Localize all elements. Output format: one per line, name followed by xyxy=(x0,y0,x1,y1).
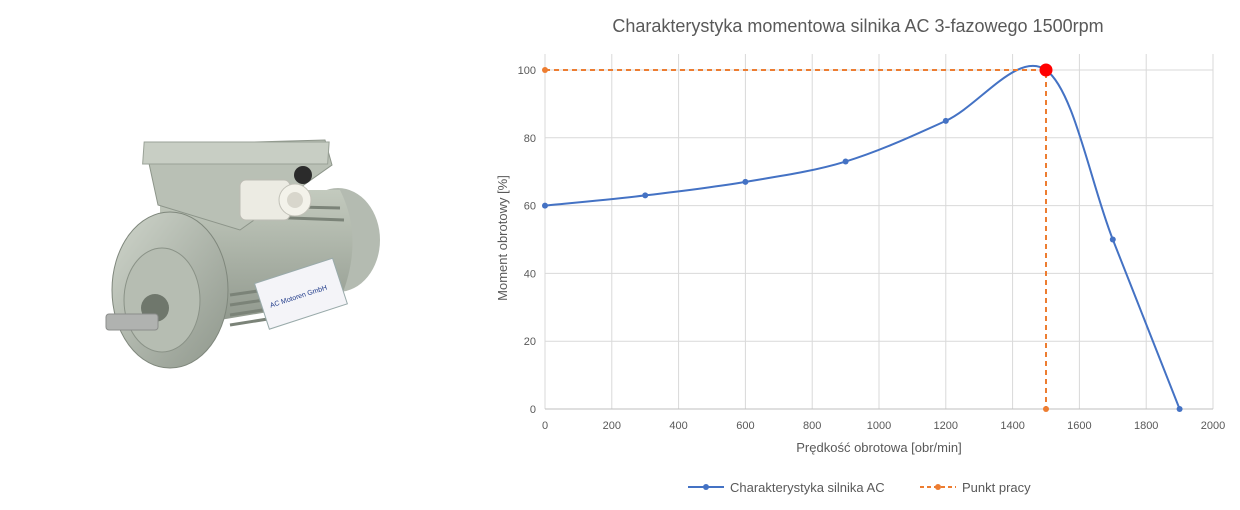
series-layer xyxy=(542,63,1183,412)
legend-label-1: Punkt pracy xyxy=(962,480,1031,495)
series-point-0 xyxy=(742,178,749,185)
operating-point-marker xyxy=(1039,63,1053,77)
torque-chart: Charakterystyka momentowa silnika AC 3-f… xyxy=(495,16,1225,495)
series-point-0 xyxy=(542,202,548,209)
cable-gland xyxy=(239,179,312,221)
legend: Charakterystyka silnika AC Punkt pracy xyxy=(688,480,1031,495)
series-point-0 xyxy=(642,192,649,199)
y-tick-label: 40 xyxy=(524,268,536,280)
x-axis-title: Prędkość obrotowa [obr/min] xyxy=(796,440,961,455)
series-point-0 xyxy=(1176,406,1183,412)
chart-title: Charakterystyka momentowa silnika AC 3-f… xyxy=(612,16,1103,36)
series-point-0 xyxy=(1109,236,1116,243)
x-tick-labels: 0 200 400 600 800 1000 1200 1400 1600 1800 2000 xyxy=(542,420,1225,432)
nameplate: AC Motoren GmbH xyxy=(253,257,348,330)
y-tick-label: 80 xyxy=(524,133,536,145)
series-line-1 xyxy=(545,69,1047,409)
series-point-1 xyxy=(1043,406,1049,412)
x-tick-label: 1000 xyxy=(867,420,891,432)
x-tick-label: 400 xyxy=(669,420,687,432)
series-point-1 xyxy=(542,67,548,73)
legend-marker-1 xyxy=(935,484,941,490)
x-tick-label: 1200 xyxy=(934,420,958,432)
y-tick-label: 100 xyxy=(518,65,536,77)
gridlines xyxy=(544,54,1214,410)
x-tick-label: 1400 xyxy=(1000,420,1024,432)
x-tick-label: 600 xyxy=(736,420,754,432)
y-tick-label: 20 xyxy=(524,336,536,348)
legend-marker-0 xyxy=(703,484,709,490)
legend-label-0: Charakterystyka silnika AC xyxy=(730,480,885,495)
shaft xyxy=(105,313,159,331)
y-tick-label: 60 xyxy=(524,201,536,213)
x-tick-label: 2000 xyxy=(1201,420,1225,432)
y-tick-label: 0 xyxy=(530,404,536,416)
series-line-0 xyxy=(544,64,1181,410)
x-tick-label: 0 xyxy=(542,420,548,432)
y-axis-title: Moment obrotowy [%] xyxy=(495,175,510,301)
x-tick-label: 800 xyxy=(803,420,821,432)
y-tick-labels: 0 20 40 60 80 100 xyxy=(518,65,536,416)
series-point-0 xyxy=(842,158,849,165)
x-tick-label: 1800 xyxy=(1134,420,1158,432)
motor-photo: AC Motoren GmbH xyxy=(105,139,380,369)
cable-gland-plug xyxy=(294,166,312,184)
x-tick-label: 1600 xyxy=(1067,420,1091,432)
x-tick-label: 200 xyxy=(603,420,621,432)
terminal-box-lid xyxy=(142,141,330,165)
series-point-0 xyxy=(942,117,949,124)
